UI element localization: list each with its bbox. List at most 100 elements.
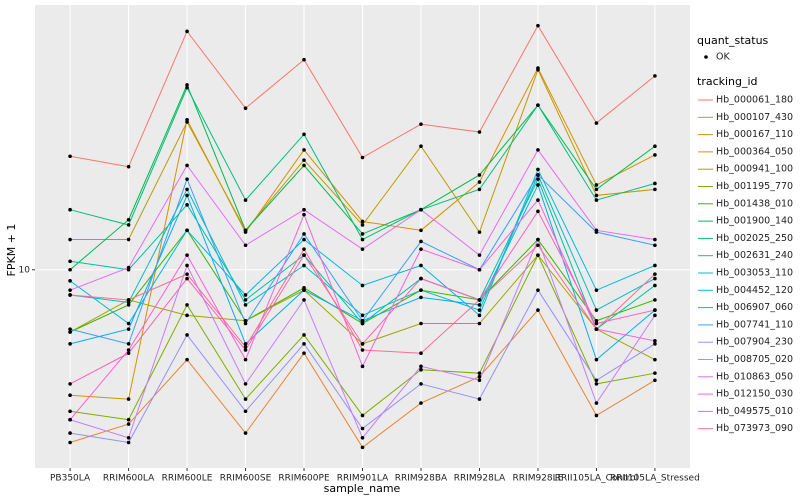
data-point [126,397,131,401]
data-point [302,232,306,236]
y-axis-label: FPKM + 1 [5,224,18,277]
data-point [419,239,423,244]
data-point [185,276,189,281]
data-point [653,342,657,346]
data-point [126,223,131,227]
data-point [185,163,189,168]
legend-label: Hb_001900_140 [716,216,793,227]
data-point [419,122,423,126]
data-point [419,276,423,281]
data-point [653,357,657,362]
data-point [243,228,248,233]
data-point [419,401,423,405]
data-point [360,348,365,352]
data-point [185,313,189,318]
data-point [68,330,72,334]
data-point [185,263,189,268]
data-point [185,85,189,90]
data-point [360,237,365,242]
legend-label: Hb_003053_110 [716,268,793,279]
data-point [594,401,599,405]
data-point [419,207,423,212]
legend-label: Hb_001195_770 [716,181,793,192]
data-point [653,371,657,375]
data-point [419,228,423,233]
data-point [536,237,540,242]
data-point [536,148,540,152]
data-point [594,121,599,125]
x-tick-label: RRIM901LA [337,474,389,484]
data-point [653,339,657,343]
data-point [360,435,365,440]
x-tick-label: RRII105LA_Control [555,474,638,484]
data-point [536,243,540,248]
data-point [653,263,657,268]
data-point [360,223,365,227]
data-point [419,247,423,251]
x-tick-label: RRIM928LA [454,474,506,484]
data-point [185,203,189,207]
data-point [243,345,248,349]
x-axis-label: sample_name [324,482,401,495]
data-point [360,219,365,224]
data-point [653,298,657,302]
data-point [594,288,599,292]
data-point [185,120,189,124]
data-point [126,435,131,440]
data-point [653,144,657,149]
data-point [360,318,365,323]
data-point [536,167,540,172]
data-point [68,382,72,386]
data-point [653,181,657,186]
data-point [68,288,72,292]
x-tick-label: RRIM600LA [103,474,155,484]
data-point [419,288,423,292]
data-point [302,158,306,162]
legend-label: Hb_008705_020 [716,354,793,365]
data-point [243,409,248,414]
data-point [360,445,365,450]
data-point [360,247,365,251]
data-point [302,163,306,168]
data-point [653,272,657,276]
data-point [126,440,131,445]
data-point [536,67,540,72]
data-point [477,173,482,177]
data-point [419,367,423,372]
data-point [126,217,131,222]
x-tick-label: RRIM600SE [220,474,272,484]
y-tick-label: 10 [19,265,31,275]
data-point [68,154,72,159]
data-point [536,209,540,214]
data-point [536,183,540,187]
data-point [68,393,72,398]
data-point [243,293,248,297]
data-point [594,318,599,323]
data-point [419,295,423,300]
data-point [419,321,423,326]
data-point [185,228,189,233]
data-point [302,237,306,242]
data-point [243,357,248,362]
data-point [68,293,72,297]
data-point [243,198,248,202]
data-point [126,303,131,307]
data-point [243,243,248,248]
data-point [477,230,482,234]
data-point [302,288,306,292]
data-point [302,247,306,251]
data-point [126,351,131,355]
legend-label: OK [716,52,730,63]
data-point [126,327,131,331]
legend-label: Hb_004452_120 [716,285,793,296]
legend-label: Hb_001438_010 [716,198,793,209]
data-point [594,382,599,386]
data-point [653,187,657,192]
data-point [243,342,248,346]
data-point [653,237,657,242]
data-point [185,29,189,34]
data-point [536,198,540,202]
data-point [302,132,306,137]
